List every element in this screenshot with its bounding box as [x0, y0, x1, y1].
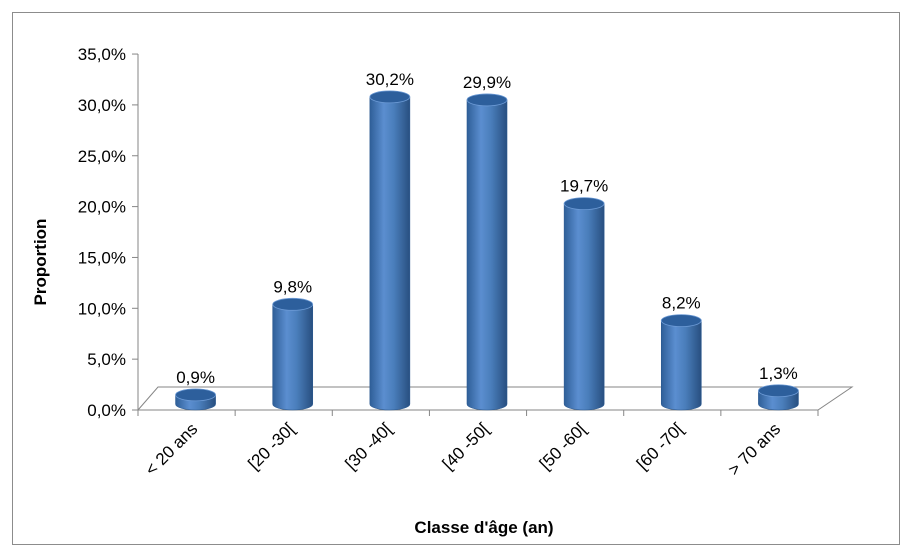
x-axis-title: Classe d'âge (an)	[414, 518, 553, 537]
y-tick-label: 25,0%	[78, 147, 126, 166]
data-label: 0,9%	[176, 368, 215, 387]
y-tick-label: 30,0%	[78, 96, 126, 115]
bar-body	[660, 320, 702, 411]
data-label: 1,3%	[759, 364, 798, 383]
data-label: 29,9%	[463, 73, 511, 92]
bar-top	[660, 314, 702, 328]
bar-top	[369, 90, 411, 104]
y-tick-label: 20,0%	[78, 198, 126, 217]
x-tick-label: [20 -30[	[244, 419, 298, 473]
bar-top	[758, 384, 799, 398]
x-tick-label: > 70 ans	[724, 419, 784, 479]
bar	[272, 297, 314, 411]
bars	[175, 90, 799, 411]
data-label: 19,7%	[560, 177, 608, 196]
bar	[466, 93, 508, 411]
y-tick-label: 15,0%	[78, 248, 126, 267]
x-tick-label: [50 -60[	[536, 419, 590, 473]
chart-frame	[12, 12, 900, 545]
y-axis-title: Proportion	[31, 219, 50, 306]
y-tick-label: 35,0%	[78, 45, 126, 64]
bar-top	[272, 297, 314, 311]
bar-top	[563, 197, 605, 211]
bar	[758, 384, 799, 411]
bar-body	[272, 304, 314, 411]
x-tick-label: < 20 ans	[142, 419, 202, 479]
x-tick-label: [60 -70[	[633, 419, 687, 473]
bar	[563, 197, 605, 411]
floor-plane	[136, 386, 854, 411]
data-label: 30,2%	[366, 70, 414, 89]
bar	[175, 388, 216, 411]
bar-top	[466, 93, 508, 107]
bar-top	[175, 388, 216, 402]
x-tick-label: [40 -50[	[439, 419, 493, 473]
bar-body	[466, 99, 508, 411]
data-label: 9,8%	[273, 277, 312, 296]
bar	[660, 314, 702, 411]
axes: 0,0% 5,0% 10,0% 15,0% 20,0% 25,0% 30,0% 35,0% < …	[78, 45, 854, 479]
data-labels: 0,9% 9,8% 30,2% 29,9% 19,7% 8,2% 1,3%	[176, 70, 798, 387]
y-tick-label: 10,0%	[78, 299, 126, 318]
x-tick-label: [30 -40[	[341, 419, 395, 473]
y-tick-label: 5,0%	[87, 350, 126, 369]
y-tick-label: 0,0%	[87, 401, 126, 420]
bar-body	[563, 203, 605, 411]
data-label: 8,2%	[662, 294, 701, 313]
bar	[369, 90, 411, 411]
bar-body	[369, 96, 411, 411]
